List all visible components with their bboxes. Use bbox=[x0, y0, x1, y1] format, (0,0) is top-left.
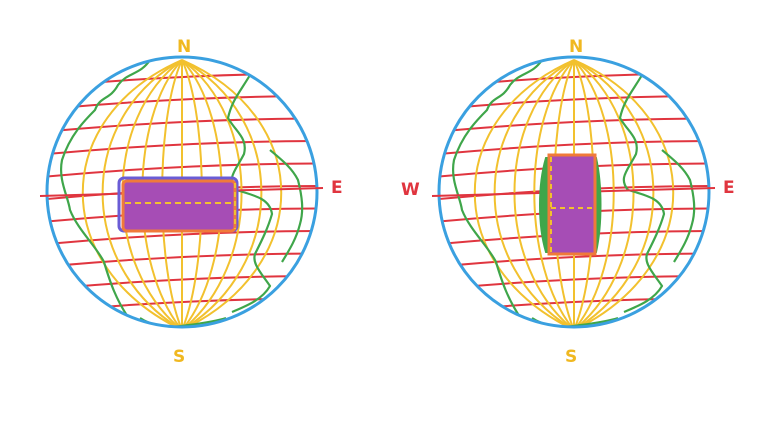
label-south: S bbox=[565, 347, 577, 367]
projected-rectangle bbox=[117, 176, 239, 233]
globe-left: N S E bbox=[39, 37, 343, 367]
label-north: N bbox=[177, 37, 191, 57]
globe-right: N S W E bbox=[401, 37, 735, 367]
continent-west-outline bbox=[60, 59, 151, 321]
label-west: W bbox=[401, 180, 420, 200]
longitude-line bbox=[181, 59, 282, 327]
globe-outline bbox=[437, 55, 711, 329]
continent-east-coast bbox=[661, 149, 696, 263]
longitude-line bbox=[573, 59, 655, 327]
continent-east-outline bbox=[226, 74, 274, 314]
longitude-line bbox=[101, 59, 183, 327]
continent-west-outline bbox=[452, 59, 543, 321]
longitude-line bbox=[181, 59, 243, 327]
longitude-line bbox=[573, 59, 675, 327]
label-east: E bbox=[723, 178, 735, 198]
continent-east-coast bbox=[269, 149, 304, 263]
longitude-line bbox=[82, 59, 183, 327]
continent-east-outline bbox=[618, 74, 666, 314]
longitude-line bbox=[573, 59, 615, 327]
label-north: N bbox=[569, 37, 583, 57]
longitude-line bbox=[473, 59, 575, 327]
label-south: S bbox=[173, 347, 185, 367]
projected-rectangle bbox=[539, 153, 602, 256]
longitude-line bbox=[181, 59, 263, 327]
longitude-line bbox=[493, 59, 575, 327]
globe-outline bbox=[45, 55, 319, 329]
label-east: E bbox=[331, 178, 343, 198]
longitude-line bbox=[573, 59, 635, 327]
